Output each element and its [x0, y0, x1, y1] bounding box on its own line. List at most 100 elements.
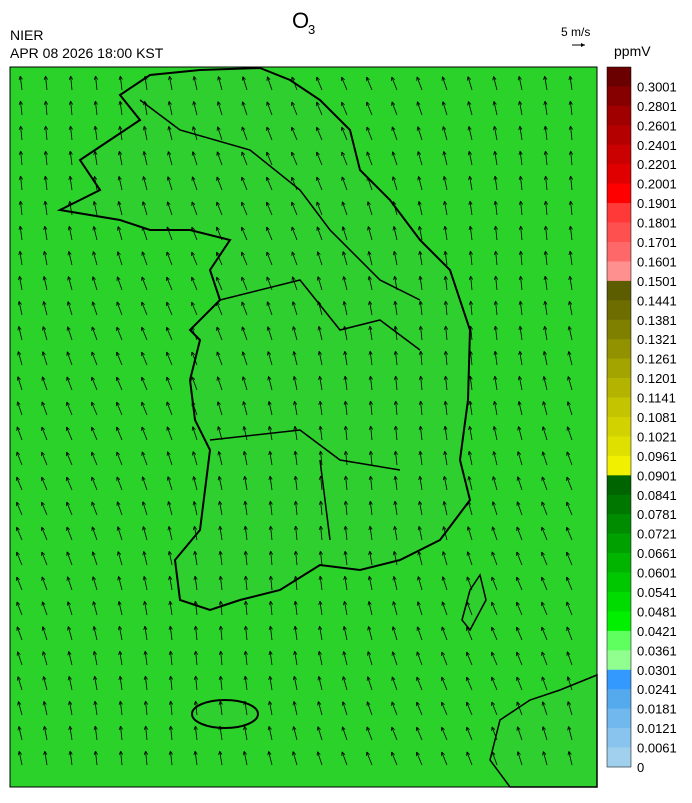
wind-arrow-head — [292, 676, 297, 681]
wind-arrow — [168, 126, 173, 141]
wind-arrow — [541, 626, 548, 641]
wind-arrow — [294, 601, 298, 616]
wind-arrow — [43, 301, 48, 316]
wind-arrow — [345, 501, 348, 516]
wind-arrow-head — [291, 301, 296, 306]
wind-arrow-head — [141, 501, 146, 506]
wind-arrow — [166, 401, 173, 416]
wind-arrow — [141, 326, 148, 341]
wind-arrow — [417, 626, 423, 641]
colorbar-segment — [607, 378, 631, 398]
wind-arrow-head — [391, 701, 396, 706]
wind-arrow — [216, 176, 223, 191]
wind-arrow-head — [116, 426, 120, 432]
wind-arrow-head — [518, 225, 524, 230]
wind-arrow — [444, 201, 448, 216]
wind-arrow-head — [293, 600, 298, 606]
wind-arrow-head — [117, 551, 122, 556]
wind-arrow — [320, 501, 323, 516]
wind-arrow-head — [468, 350, 473, 356]
wind-arrow-head — [218, 600, 223, 605]
wind-arrow-head — [241, 326, 246, 331]
wind-arrow — [567, 401, 573, 416]
wind-arrow — [68, 651, 73, 666]
wind-arrow-head — [68, 725, 73, 731]
wind-arrow — [142, 476, 148, 491]
wind-arrow-head — [493, 200, 498, 206]
wind-arrow — [170, 751, 173, 766]
wind-arrow — [118, 151, 123, 166]
wind-arrow — [516, 501, 523, 516]
wind-arrow — [245, 551, 248, 566]
wind-arrow-head — [368, 400, 373, 405]
wind-arrow-head — [418, 375, 424, 380]
colorbar-label: 0.1321 — [637, 332, 677, 347]
wind-arrow-head — [242, 451, 247, 456]
wind-arrow — [516, 701, 523, 716]
wind-arrow-head — [66, 351, 71, 356]
wind-arrow — [91, 426, 98, 441]
wind-arrow — [242, 101, 248, 116]
wind-arrow-head — [542, 401, 547, 406]
wind-arrow-head — [141, 326, 145, 332]
wind-arrow — [66, 526, 73, 541]
colorbar-segment — [607, 708, 631, 729]
wind-arrow-head — [217, 476, 222, 481]
wind-arrow — [269, 676, 273, 691]
wind-arrow — [243, 751, 248, 766]
wind-arrow-head — [518, 300, 523, 306]
wind-arrow — [467, 501, 473, 516]
wind-arrow — [295, 551, 298, 566]
wind-arrow-head — [193, 650, 198, 655]
colorbar-segment — [607, 183, 631, 204]
wind-arrow — [167, 451, 173, 466]
wind-arrow — [541, 501, 548, 516]
wind-arrow-head — [465, 676, 470, 682]
wind-arrow — [220, 601, 223, 616]
wind-arrow-head — [141, 426, 146, 431]
wind-arrow — [391, 101, 398, 116]
wind-arrow-head — [292, 751, 296, 756]
wind-arrow — [119, 76, 123, 91]
wind-arrow-head — [115, 401, 120, 407]
wind-arrow-head — [141, 276, 146, 281]
wind-arrow-head — [343, 525, 348, 531]
wind-arrow-head — [443, 300, 448, 305]
wind-arrow — [18, 301, 23, 316]
wind-arrow — [69, 176, 73, 191]
colorbar-segment — [607, 125, 631, 146]
wind-arrow-head — [241, 251, 245, 257]
wind-arrow — [193, 501, 198, 516]
wind-arrow-head — [442, 526, 447, 531]
wind-arrow — [142, 526, 148, 541]
wind-arrow-head — [516, 751, 521, 756]
wind-arrow-head — [217, 426, 222, 431]
wind-arrow — [519, 151, 523, 166]
wind-arrow — [516, 626, 523, 641]
wind-arrow-head — [291, 276, 296, 281]
wind-arrow-head — [143, 750, 148, 755]
wind-arrow-head — [68, 200, 73, 206]
wind-arrow — [195, 676, 198, 691]
wind-arrow-head — [242, 751, 247, 756]
wind-arrow-head — [516, 501, 521, 506]
wind-arrow — [366, 726, 373, 741]
wind-arrow — [319, 401, 323, 416]
wind-arrow-head — [417, 151, 422, 156]
wind-arrow — [293, 351, 298, 366]
wind-arrow-head — [92, 626, 97, 631]
wind-arrow — [517, 451, 523, 466]
wind-arrow — [241, 151, 248, 166]
wind-arrow-head — [416, 651, 421, 656]
wind-arrow-head — [292, 376, 297, 381]
wind-arrow — [568, 726, 573, 741]
wind-arrow-head — [93, 725, 98, 731]
wind-arrow — [568, 751, 573, 766]
wind-arrow-head — [567, 326, 572, 331]
wind-arrow-head — [166, 401, 171, 406]
wind-arrow-head — [268, 675, 273, 681]
wind-arrow — [91, 401, 98, 416]
wind-arrow — [318, 651, 323, 666]
wind-arrow-head — [392, 251, 397, 256]
wind-arrow — [116, 476, 123, 491]
